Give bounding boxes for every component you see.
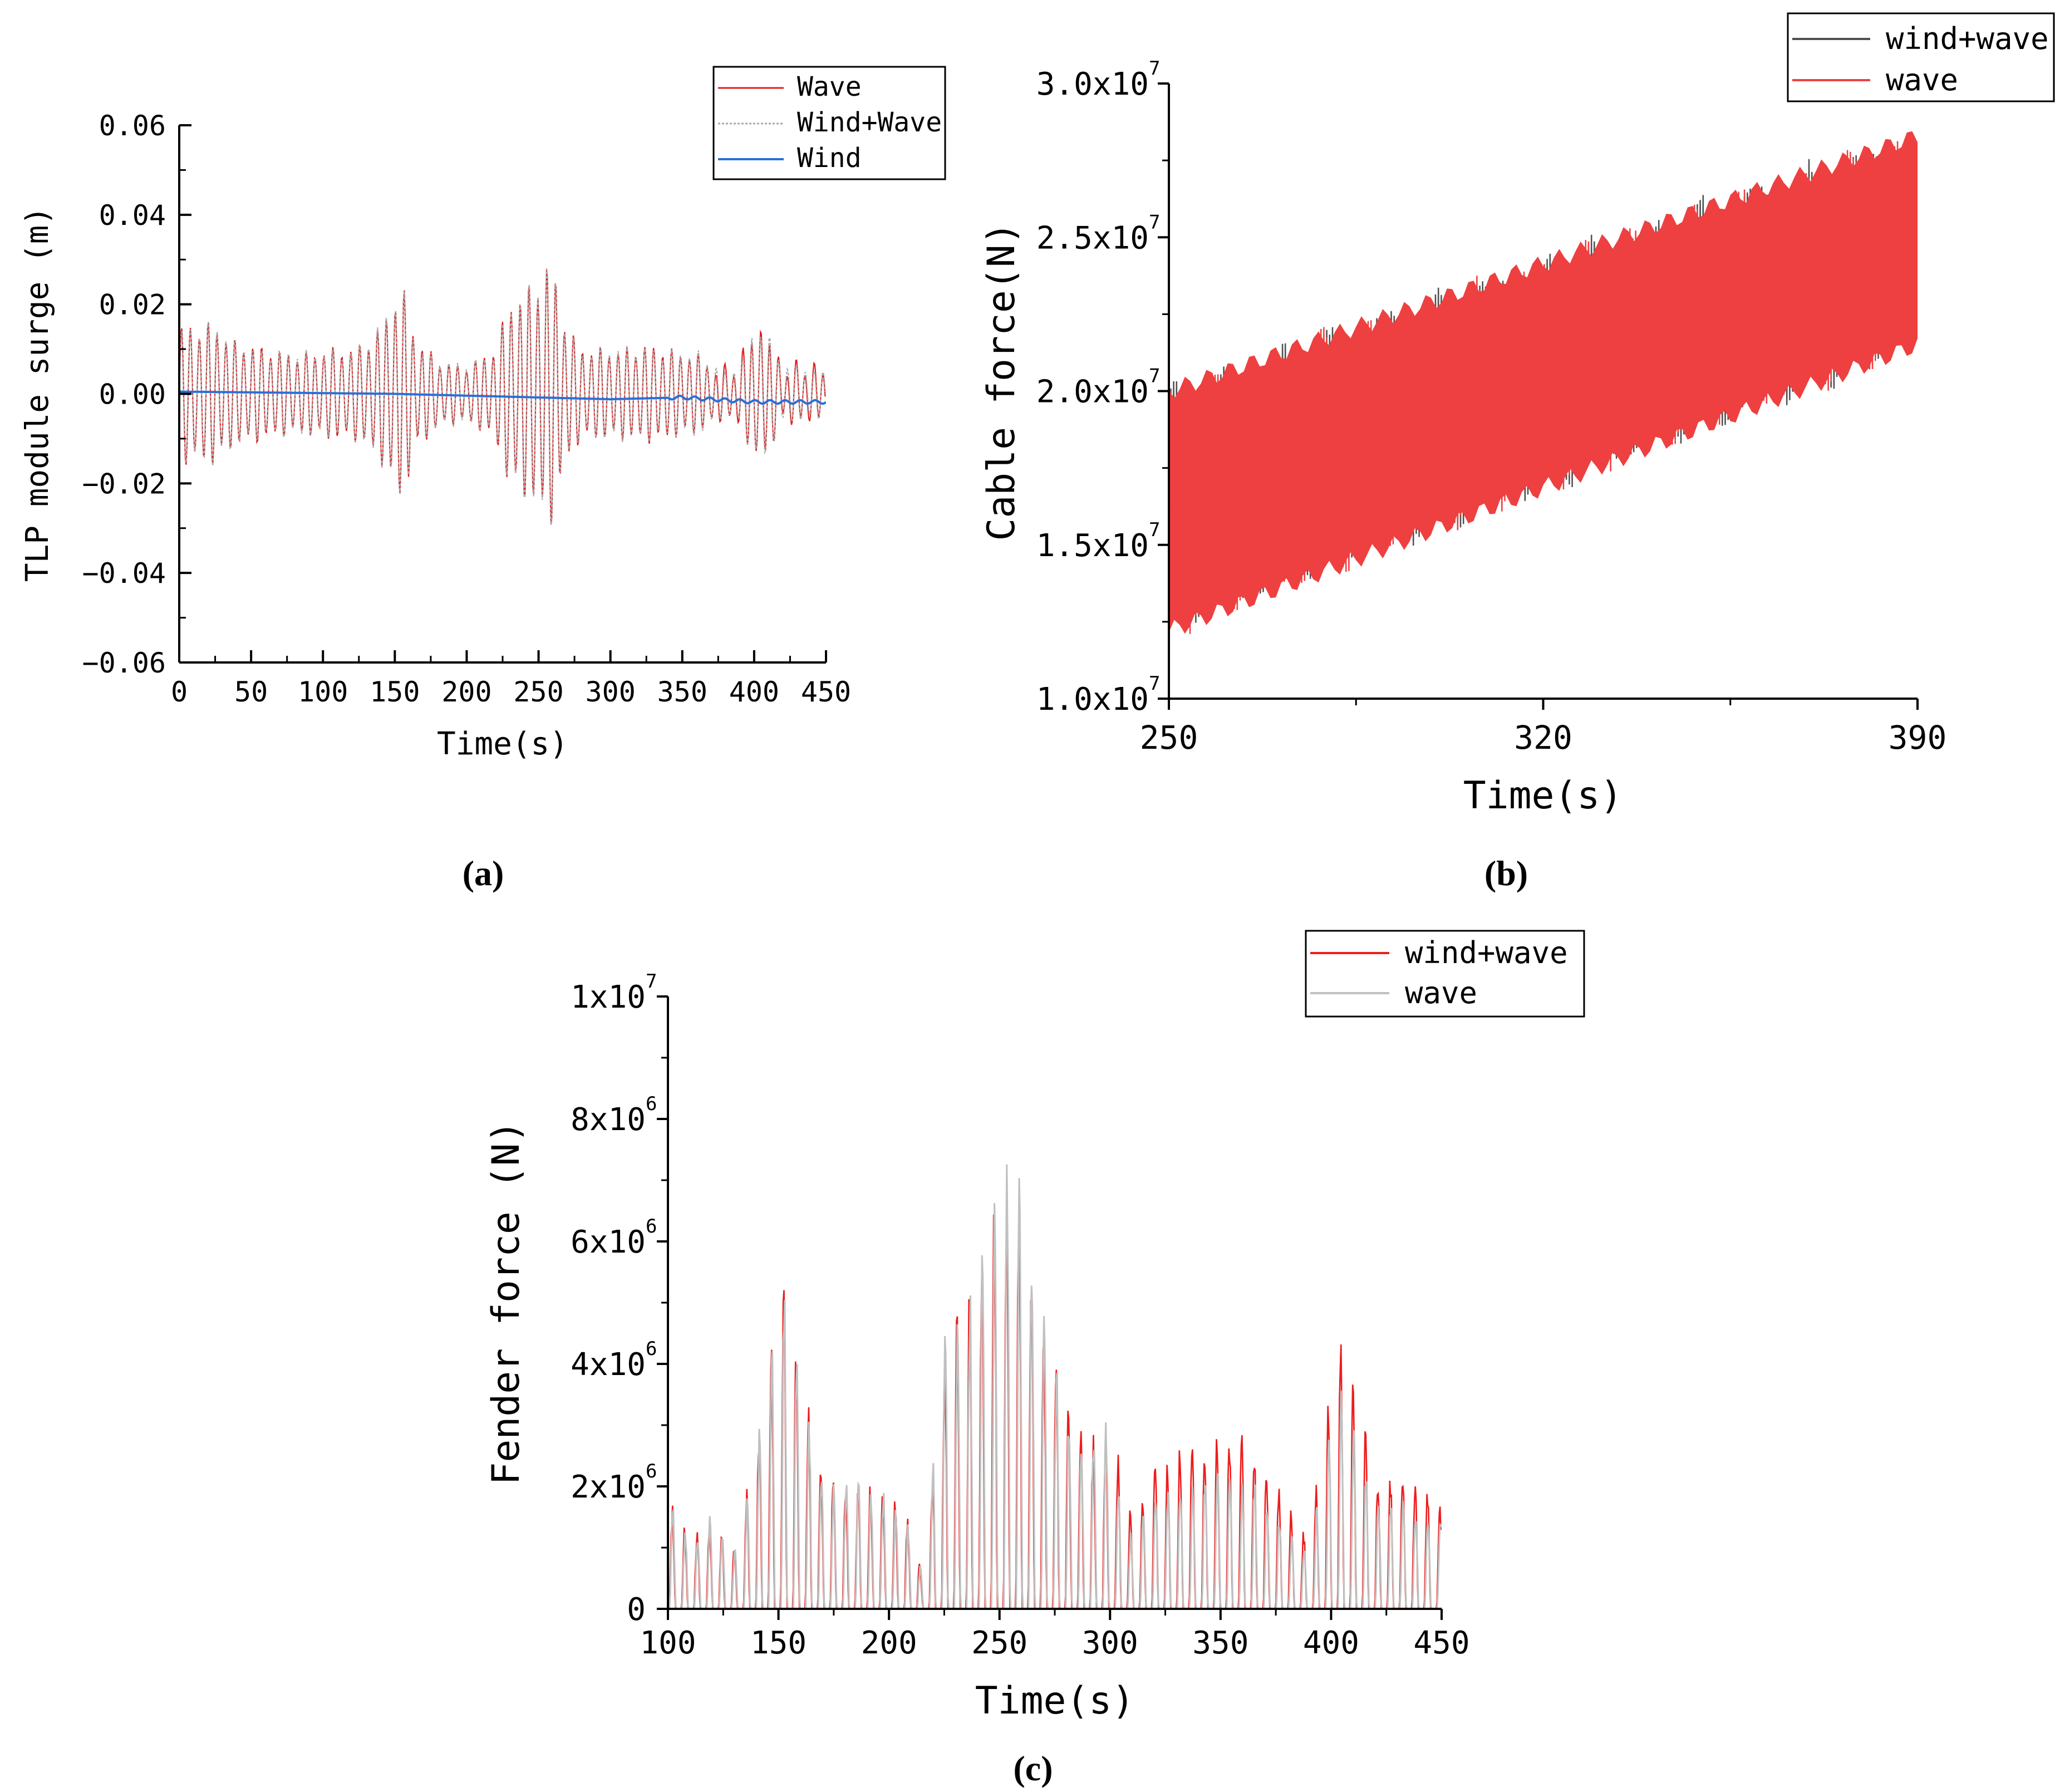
y-tick-label: 0 bbox=[627, 1592, 646, 1628]
legend-label-wind-wave: wind+wave bbox=[1405, 935, 1568, 970]
x-tick-label: 100 bbox=[298, 676, 348, 708]
x-tick-label: 50 bbox=[234, 676, 268, 708]
x-tick-label: 250 bbox=[513, 676, 563, 708]
x-tick-label: 150 bbox=[750, 1625, 807, 1661]
y-tick-label: 0.02 bbox=[99, 289, 166, 321]
panel-c-x-label: Time(s) bbox=[975, 1679, 1135, 1723]
y-tick-label: 0.00 bbox=[99, 379, 166, 411]
panel-a-plot-area bbox=[179, 268, 826, 526]
y-tick-label: 1.0x10 bbox=[1036, 681, 1149, 718]
y-tick-exponent: 6 bbox=[646, 1460, 657, 1482]
panel-a-legend-box bbox=[712, 66, 946, 180]
legend-label-wind-wave: wind+wave bbox=[1886, 21, 2049, 56]
panel-b-legend-box bbox=[1787, 12, 2055, 102]
y-tick-label: 2.0x10 bbox=[1036, 374, 1149, 410]
y-tick-label: 6x10 bbox=[571, 1224, 646, 1260]
x-tick-label: 150 bbox=[370, 676, 420, 708]
x-tick-label: 100 bbox=[640, 1625, 696, 1661]
y-tick-exponent: 6 bbox=[646, 1215, 657, 1238]
y-tick-exponent: 6 bbox=[646, 1338, 657, 1360]
panel-b-caption: (b) bbox=[1484, 853, 1528, 893]
x-tick-label: 450 bbox=[1413, 1625, 1469, 1661]
x-tick-label: 250 bbox=[971, 1625, 1028, 1661]
panel-b-y-label: Cable force(N) bbox=[980, 222, 1024, 541]
y-tick-exponent: 7 bbox=[1149, 211, 1160, 233]
y-tick-label: −0.02 bbox=[82, 468, 166, 500]
y-tick-exponent: 7 bbox=[1149, 57, 1160, 80]
legend-label-wind-wave: Wind+Wave bbox=[797, 107, 942, 138]
series-wave-line bbox=[668, 1164, 1442, 1609]
y-tick-label: 2.5x10 bbox=[1036, 220, 1149, 256]
y-tick-label: 3.0x10 bbox=[1036, 66, 1149, 102]
y-tick-exponent: 7 bbox=[646, 970, 657, 993]
y-tick-label: 1x10 bbox=[571, 979, 646, 1015]
panel-c-caption: (c) bbox=[1013, 1749, 1053, 1788]
legend-label-wave: wave bbox=[1886, 62, 1958, 97]
legend-label-wave: Wave bbox=[797, 71, 862, 102]
y-tick-label: 0.06 bbox=[99, 110, 166, 142]
x-tick-label: 0 bbox=[171, 676, 188, 708]
y-tick-label: 1.5x10 bbox=[1036, 528, 1149, 564]
y-tick-label: −0.06 bbox=[82, 647, 166, 679]
y-tick-exponent: 7 bbox=[1149, 672, 1160, 695]
y-tick-exponent: 7 bbox=[1149, 365, 1160, 387]
panel-a-ticks: 0.06 0.04 0.02 0.00 −0.02 −0.04 −0.060 50 100 150… bbox=[82, 110, 851, 708]
x-tick-label: 350 bbox=[657, 676, 707, 708]
x-tick-label: 200 bbox=[861, 1625, 917, 1661]
x-tick-label: 200 bbox=[441, 676, 491, 708]
panel-c-legend-box bbox=[1305, 930, 1585, 1018]
panel-a-surge-chart: 0.06 0.04 0.02 0.00 −0.02 −0.04 −0.060 50 100 150… bbox=[19, 66, 946, 893]
x-tick-label: 390 bbox=[1889, 719, 1947, 757]
y-tick-label: 0.04 bbox=[99, 199, 166, 232]
panel-c-legend: wind+wave wave bbox=[1305, 930, 1585, 1018]
panel-c-plot-area bbox=[668, 1164, 1442, 1609]
panel-b-plot-area bbox=[1169, 131, 1918, 634]
panel-a-legend: Wave Wind+Wave Wind bbox=[712, 66, 946, 180]
series-wind-wave-line bbox=[179, 268, 826, 526]
x-tick-label: 300 bbox=[1082, 1625, 1138, 1661]
y-tick-exponent: 7 bbox=[1149, 519, 1160, 541]
x-tick-label: 300 bbox=[586, 676, 636, 708]
series-wave-line bbox=[1169, 141, 1918, 634]
x-tick-label: 400 bbox=[729, 676, 779, 708]
panel-a-y-label: TLP module surge (m) bbox=[19, 207, 56, 582]
panel-a-x-label: Time(s) bbox=[437, 726, 568, 762]
panel-b-x-label: Time(s) bbox=[1463, 774, 1623, 818]
y-tick-exponent: 6 bbox=[646, 1093, 657, 1115]
panel-a-caption: (a) bbox=[463, 853, 504, 893]
x-tick-label: 320 bbox=[1514, 719, 1572, 757]
x-tick-label: 400 bbox=[1303, 1625, 1359, 1661]
series-wind-line bbox=[179, 390, 826, 405]
panel-c-y-label: Fender force (N) bbox=[484, 1120, 528, 1485]
x-tick-label: 450 bbox=[801, 676, 851, 708]
x-tick-label: 350 bbox=[1192, 1625, 1248, 1661]
y-tick-label: −0.04 bbox=[82, 557, 166, 590]
y-tick-label: 2x10 bbox=[571, 1469, 646, 1505]
y-tick-label: 4x10 bbox=[571, 1347, 646, 1383]
y-tick-label: 8x10 bbox=[571, 1102, 646, 1138]
legend-label-wind: Wind bbox=[797, 143, 862, 174]
x-tick-label: 250 bbox=[1140, 719, 1198, 757]
legend-label-wave: wave bbox=[1405, 975, 1477, 1010]
panel-b-legend: wind+wave wave bbox=[1787, 12, 2055, 102]
